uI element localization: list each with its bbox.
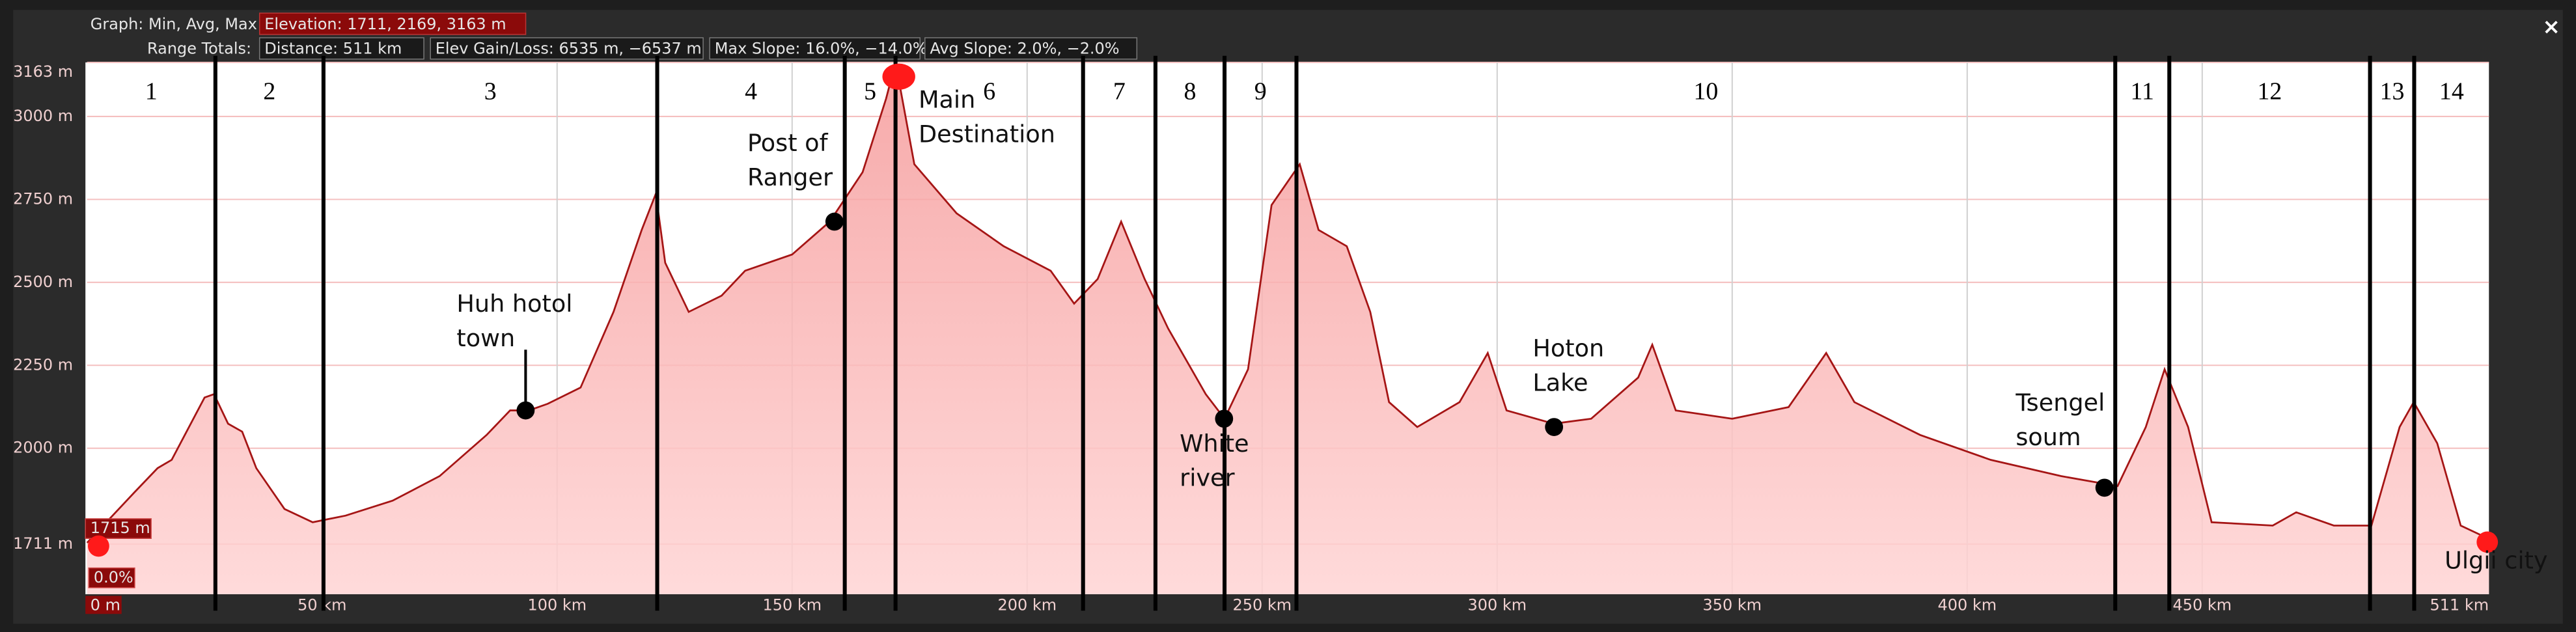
x-tick-label: 100 km (527, 596, 587, 614)
annotation-line: White (1180, 430, 1249, 458)
elevation-box (258, 12, 527, 35)
segment-label: 8 (1184, 77, 1196, 105)
annotation-line: town (456, 324, 515, 352)
header: Graph: Min, Avg, Max Elevation: 1711, 21… (90, 12, 2560, 60)
y-tick-label: 2250 m (13, 355, 73, 374)
annotation-label: Tsengel soum (2015, 389, 2105, 451)
segment-label: 12 (2258, 77, 2282, 105)
elevation-area (87, 62, 2489, 594)
start-point (88, 535, 109, 557)
gain-loss: Elev Gain/Loss: 6535 m, −6537 m (436, 40, 702, 58)
segment-label: 5 (864, 77, 876, 105)
y-tick-label: 3000 m (13, 107, 73, 125)
segment-label: 13 (2380, 77, 2405, 105)
y-tick-label: 2000 m (13, 439, 73, 457)
segment-label: 6 (983, 77, 995, 105)
x-tick-label: 350 km (1703, 596, 1762, 614)
annotation-label: Hoton Lake (1532, 335, 1604, 397)
max-slope: Max Slope: 16.0%, −14.0% (715, 40, 928, 58)
x-tick-label: 300 km (1468, 596, 1527, 614)
start-slope-box (88, 567, 135, 588)
start-tags: 1715 m 0.0% 0 m (85, 518, 152, 614)
annotation-line: Hoton (1532, 335, 1604, 363)
annotation-label: White river (1180, 430, 1249, 492)
start-elevation: 1715 m (90, 519, 150, 537)
x-tick-label: 200 km (997, 596, 1057, 614)
annotation-label: Huh hotol town (456, 290, 572, 352)
close-button[interactable]: × (2542, 14, 2560, 39)
annotation-line: Destination (919, 120, 1055, 148)
annotation-label: Ulgii city (2444, 546, 2547, 574)
poi-point (825, 212, 844, 231)
segment-label: 7 (1113, 77, 1126, 105)
annotation-label: Main Destination (919, 86, 1055, 148)
start-slope: 0.0% (94, 568, 133, 586)
annotation-line: Tsengel (2015, 389, 2105, 417)
poi-point (1545, 418, 1564, 436)
distance-box (258, 37, 424, 60)
segment-label: 3 (484, 77, 497, 105)
x-tick-label: 150 km (762, 596, 822, 614)
destination-point (882, 63, 915, 90)
annotation-line: Ulgii city (2444, 546, 2547, 574)
annotation-line: Post of (747, 129, 829, 157)
annotation-label: Post of Ranger (747, 129, 833, 191)
annotation-line: Main (919, 86, 975, 114)
x-tick-label: 450 km (2173, 596, 2232, 614)
x-tick-label: 511 km (2430, 596, 2489, 614)
start-elevation-box (85, 518, 152, 539)
start-distance: 0 m (90, 596, 120, 614)
annotation-line: soum (2015, 423, 2081, 451)
poi-point (2095, 478, 2114, 497)
x-tick-label: 250 km (1233, 596, 1292, 614)
graph-label: Graph: Min, Avg, Max (90, 15, 257, 33)
y-tick-label: 3163 m (13, 62, 73, 81)
segment-label: 2 (263, 77, 275, 105)
y-tick-label: 2750 m (13, 189, 73, 208)
avg-slope: Avg Slope: 2.0%, −2.0% (930, 40, 1119, 58)
segment-label: 10 (1693, 77, 1718, 105)
end-point (2476, 531, 2499, 553)
plot (86, 61, 2489, 594)
avg-slope-box (924, 37, 1138, 60)
segment-label: 9 (1254, 77, 1267, 105)
elevation-line (86, 62, 2489, 543)
segment-label: 14 (2439, 77, 2464, 105)
segment-label: 11 (2131, 77, 2154, 105)
distance: Distance: 511 km (264, 40, 402, 58)
start-distance-box (85, 596, 122, 614)
segment-label: 4 (745, 77, 757, 105)
x-tick-label: 400 km (1938, 596, 1997, 614)
poi-point (1215, 409, 1234, 428)
y-tick-label: 2500 m (13, 273, 73, 291)
max-slope-box (709, 37, 921, 60)
annotation-line: river (1180, 464, 1235, 492)
segment-label: 1 (145, 77, 158, 105)
annotation-line: Lake (1532, 369, 1588, 397)
gain-box (430, 37, 704, 60)
annotation-line: Huh hotol (456, 290, 572, 318)
elevation-summary: Elevation: 1711, 2169, 3163 m (264, 15, 506, 33)
annotation-line: Ranger (747, 163, 833, 191)
range-label: Range Totals: (147, 40, 251, 58)
y-tick-label: 1711 m (13, 534, 73, 553)
poi-point (516, 401, 535, 420)
